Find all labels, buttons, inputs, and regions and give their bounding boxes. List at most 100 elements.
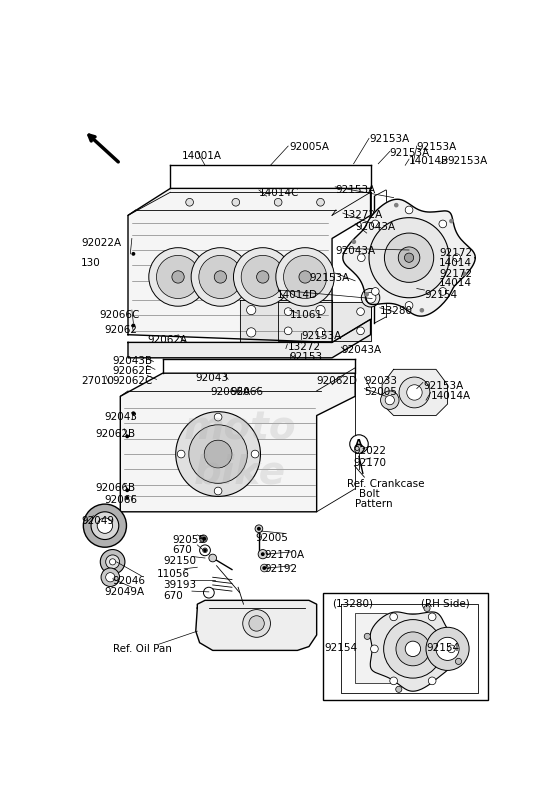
Circle shape <box>407 385 422 400</box>
Circle shape <box>125 488 129 492</box>
Circle shape <box>405 641 420 657</box>
Circle shape <box>404 253 414 262</box>
Circle shape <box>214 270 226 283</box>
Circle shape <box>350 435 368 454</box>
Text: 92043: 92043 <box>196 373 229 383</box>
Circle shape <box>214 414 222 421</box>
Text: 14014: 14014 <box>439 278 472 289</box>
Circle shape <box>396 686 402 692</box>
Text: 11061: 11061 <box>290 310 323 320</box>
Bar <box>323 594 488 700</box>
Circle shape <box>390 613 397 621</box>
Text: 92170: 92170 <box>354 458 387 468</box>
Polygon shape <box>196 600 317 650</box>
Circle shape <box>424 606 430 611</box>
Circle shape <box>316 328 325 337</box>
Circle shape <box>125 496 129 500</box>
Circle shape <box>439 220 447 228</box>
Text: 92153A: 92153A <box>301 331 342 341</box>
Circle shape <box>419 308 424 313</box>
Circle shape <box>371 645 378 653</box>
Circle shape <box>101 568 120 586</box>
Polygon shape <box>370 612 461 691</box>
Circle shape <box>257 527 261 530</box>
Text: 92005A: 92005A <box>290 142 329 152</box>
Polygon shape <box>128 319 371 358</box>
Circle shape <box>97 518 112 534</box>
Text: 52005: 52005 <box>364 387 397 397</box>
Circle shape <box>284 327 292 334</box>
Circle shape <box>232 198 240 206</box>
Polygon shape <box>240 300 332 342</box>
Circle shape <box>186 198 193 206</box>
Circle shape <box>262 566 266 570</box>
Text: 92062A: 92062A <box>147 334 187 345</box>
Text: 92150: 92150 <box>164 557 196 566</box>
Text: 92153A: 92153A <box>417 142 457 152</box>
Circle shape <box>106 573 115 582</box>
Circle shape <box>385 395 395 405</box>
Circle shape <box>251 450 259 458</box>
Text: 92049: 92049 <box>81 516 114 526</box>
Circle shape <box>177 450 185 458</box>
Text: 27010: 27010 <box>81 375 114 386</box>
Text: 92154: 92154 <box>426 642 459 653</box>
Circle shape <box>83 504 127 547</box>
Circle shape <box>247 328 256 337</box>
Text: 92170A: 92170A <box>264 550 304 560</box>
Circle shape <box>390 677 397 685</box>
Circle shape <box>276 248 334 306</box>
Text: 92066: 92066 <box>104 495 137 505</box>
Text: Ref. Crankcase: Ref. Crankcase <box>348 479 425 490</box>
Circle shape <box>284 255 327 298</box>
Circle shape <box>352 239 356 244</box>
Text: 92153A: 92153A <box>369 134 409 145</box>
Text: 92192: 92192 <box>264 564 298 574</box>
Circle shape <box>106 555 120 569</box>
Circle shape <box>364 634 370 639</box>
Text: 92043A: 92043A <box>355 222 395 231</box>
Text: 11056: 11056 <box>156 569 190 578</box>
Text: 92043A: 92043A <box>335 246 375 256</box>
Text: 92066A: 92066A <box>210 387 251 397</box>
Circle shape <box>354 444 364 454</box>
Circle shape <box>399 377 430 408</box>
Circle shape <box>202 537 206 541</box>
Text: 670: 670 <box>172 545 192 555</box>
Circle shape <box>261 552 264 556</box>
Text: 14014D: 14014D <box>277 290 317 300</box>
Circle shape <box>255 525 263 533</box>
Text: 670: 670 <box>164 591 183 601</box>
Circle shape <box>361 289 380 307</box>
Text: 92153A: 92153A <box>390 148 430 158</box>
Circle shape <box>191 248 250 306</box>
Circle shape <box>176 412 261 496</box>
Circle shape <box>394 203 398 207</box>
Text: A: A <box>355 439 363 449</box>
Circle shape <box>125 434 129 438</box>
Text: 13272: 13272 <box>288 342 321 352</box>
Text: 92022A: 92022A <box>81 238 121 249</box>
Circle shape <box>209 554 217 562</box>
Text: 92066B: 92066B <box>96 483 136 494</box>
Circle shape <box>132 411 136 415</box>
Circle shape <box>91 512 119 539</box>
Text: Bolt: Bolt <box>359 490 380 499</box>
Polygon shape <box>120 373 355 512</box>
Circle shape <box>189 425 247 483</box>
Circle shape <box>214 487 222 495</box>
Circle shape <box>258 550 267 558</box>
Circle shape <box>156 255 199 298</box>
Text: 92154: 92154 <box>325 642 358 653</box>
Circle shape <box>199 255 242 298</box>
Text: Pattern: Pattern <box>355 499 393 510</box>
Circle shape <box>299 270 311 283</box>
Text: 92154: 92154 <box>424 290 457 300</box>
Circle shape <box>247 306 256 314</box>
Text: 92062B: 92062B <box>96 429 136 438</box>
Circle shape <box>453 254 461 262</box>
Circle shape <box>241 255 284 298</box>
Text: 39193: 39193 <box>164 579 197 590</box>
Circle shape <box>385 233 434 282</box>
Circle shape <box>364 292 369 297</box>
